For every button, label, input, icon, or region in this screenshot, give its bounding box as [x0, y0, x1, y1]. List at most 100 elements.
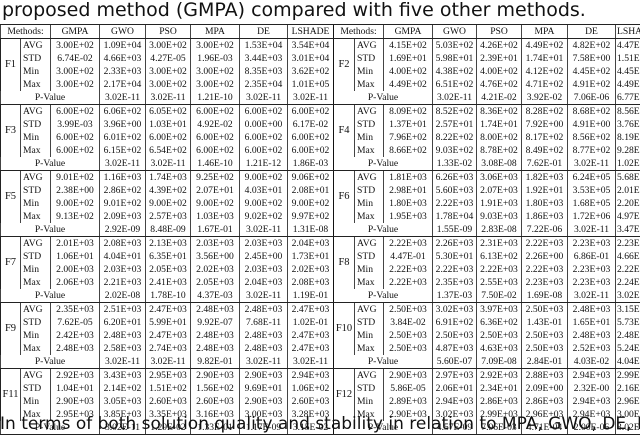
pvalue-cell: 4.04E-01	[616, 355, 640, 369]
table-cell: 2.42E+03	[51, 329, 100, 342]
table-cell: 9.13E+02	[51, 210, 100, 223]
table-cell: 1.96E-03	[191, 52, 240, 65]
table-cell: 2.22E+03	[522, 237, 568, 251]
table-cell: 3.00E+02	[146, 78, 191, 91]
table-cell: 2.60E+03	[288, 395, 334, 408]
table-cell: 3.00E+02	[146, 39, 191, 53]
table-cell: 4.04E+01	[100, 250, 146, 263]
table-cell: 6.51E+02	[433, 78, 477, 91]
table-cell: 1.04E+01	[51, 382, 100, 395]
table-cell: 3.15E+03	[616, 303, 640, 317]
stat-label: AVG	[355, 303, 384, 317]
table-cell: 1.95E+03	[384, 210, 433, 223]
pvalue-cell: 1.31E-08	[288, 223, 334, 237]
table-cell: 5.24E+03	[616, 342, 640, 355]
pvalue-label: P-Value	[1, 91, 100, 105]
table-cell: 2.06E+01	[433, 382, 477, 395]
table-cell: 6.35E+01	[146, 250, 191, 263]
table-cell: 8.78E+02	[477, 144, 522, 157]
table-cell: 6.00E+02	[146, 131, 191, 144]
table-cell: 9.00E+02	[288, 197, 334, 210]
stat-label: Max	[21, 78, 51, 91]
table-cell: 2.16E+01	[616, 382, 640, 395]
table-cell: 6.86E-01	[568, 250, 616, 263]
table-cell: 2.20E+03	[616, 197, 640, 210]
table-cell: 2.57E+01	[433, 118, 477, 131]
table-cell: 4.00E+02	[384, 65, 433, 78]
table-cell: 1.65E+01	[568, 316, 616, 329]
stat-label: Max	[355, 144, 384, 157]
table-cell: 1.68E+05	[568, 197, 616, 210]
table-cell: 8.22E+02	[433, 131, 477, 144]
table-cell: 5.03E+02	[433, 39, 477, 53]
table-cell: 6.74E-02	[51, 52, 100, 65]
table-cell: 3.62E+02	[288, 65, 334, 78]
table-cell: 2.38E+00	[51, 184, 100, 197]
pvalue-cell: 7.50E-02	[477, 289, 522, 303]
table-cell: 2.50E+03	[384, 342, 433, 355]
table-cell: 4.92E-02	[191, 118, 240, 131]
column-header: Methods:	[334, 25, 384, 39]
column-header: LSHADE	[616, 25, 640, 39]
table-cell: 4.66E+00	[616, 250, 640, 263]
table-cell: 2.03E+03	[240, 237, 288, 251]
table-cell: 5.99E+01	[146, 316, 191, 329]
table-cell: 2.50E+03	[522, 329, 568, 342]
table-cell: 2.60E+03	[191, 395, 240, 408]
table-cell: 2.14E+02	[100, 382, 146, 395]
table-cell: 2.90E+03	[240, 395, 288, 408]
pvalue-cell: 3.02E-11	[100, 91, 146, 105]
pvalue-cell: 1.19E-01	[288, 289, 334, 303]
table-cell: 7.68E-11	[240, 316, 288, 329]
pvalue-cell: 3.02E-11	[433, 91, 477, 105]
function-label: F1	[1, 39, 21, 92]
table-cell: 4.91E+02	[568, 78, 616, 91]
stat-label: AVG	[21, 303, 51, 317]
table-cell: 8.28E+02	[522, 105, 568, 119]
table-cell: 3.53E+05	[568, 184, 616, 197]
table-cell: 3.00E+02	[191, 39, 240, 53]
column-header: GWO	[100, 25, 146, 39]
table-cell: 1.82E+03	[522, 171, 568, 185]
table-cell: 3.84E-02	[384, 316, 433, 329]
table-cell: 2.92E+03	[51, 369, 100, 383]
table-cell: 3.54E+04	[288, 39, 334, 53]
table-cell: 2.50E+03	[384, 329, 433, 342]
table-cell: 7.62E-05	[51, 316, 100, 329]
table-cell: 3.05E+03	[100, 395, 146, 408]
table-cell: 1.37E+01	[384, 118, 433, 131]
column-header: DE	[240, 25, 288, 39]
table-cell: 2.39E+01	[477, 52, 522, 65]
pvalue-cell: 1.67E-01	[191, 223, 240, 237]
stat-label: Min	[21, 263, 51, 276]
table-cell: 2.01E+06	[616, 184, 640, 197]
table-cell: 2.47E+03	[146, 329, 191, 342]
table-cell: 2.90E+03	[240, 369, 288, 383]
table-cell: 2.35E+03	[433, 276, 477, 289]
stat-label: Max	[355, 210, 384, 223]
table-cell: 4.97E+06	[616, 210, 640, 223]
pvalue-cell: 7.62E-01	[522, 157, 568, 171]
table-cell: 9.00E+02	[240, 197, 288, 210]
pvalue-cell: 2.83E-08	[477, 223, 522, 237]
table-cell: 2.22E+03	[616, 263, 640, 276]
table-cell: 2.90E+03	[191, 369, 240, 383]
table-cell: 3.00E+02	[191, 78, 240, 91]
table-cell: 2.22E+03	[522, 263, 568, 276]
table-cell: 3.01E+04	[288, 52, 334, 65]
table-cell: 2.52E+03	[568, 342, 616, 355]
pvalue-cell: 3.08E-08	[477, 157, 522, 171]
stat-label: AVG	[21, 39, 51, 53]
table-cell: 6.00E+02	[288, 105, 334, 119]
column-header: Methods:	[1, 25, 51, 39]
table-cell: 2.22E+03	[433, 197, 477, 210]
table-cell: 6.00E+02	[191, 131, 240, 144]
pvalue-cell: 3.47E-10	[616, 223, 640, 237]
table-cell: 9.00E+02	[51, 197, 100, 210]
table-cell: 3.06E+03	[477, 171, 522, 185]
